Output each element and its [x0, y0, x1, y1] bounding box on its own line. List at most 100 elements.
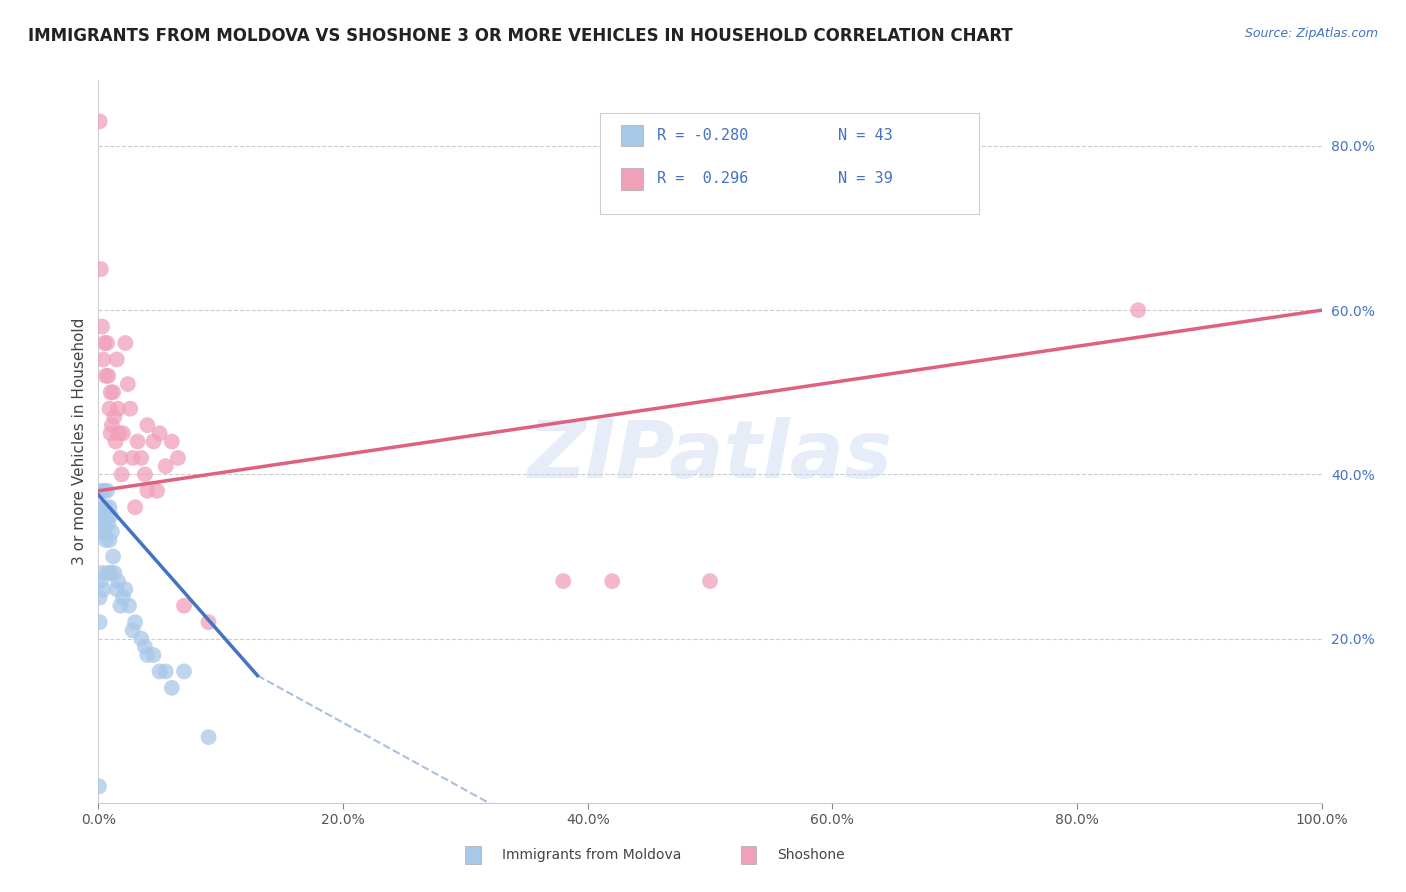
Point [136, 483, 159, 498]
Point [197, 615, 219, 630]
Text: ZIPatlas: ZIPatlas [527, 417, 893, 495]
Point [108, 426, 131, 441]
Point [91, 500, 114, 515]
FancyBboxPatch shape [620, 168, 643, 190]
Point [94, 500, 117, 515]
Point [90, 483, 112, 498]
Point [111, 426, 134, 441]
Point [111, 591, 134, 605]
Point [120, 401, 142, 416]
Point [114, 336, 136, 351]
Text: N = 43: N = 43 [838, 128, 893, 143]
Point [155, 459, 177, 474]
Point [124, 500, 146, 515]
Point [136, 648, 159, 662]
Point [155, 665, 177, 679]
Point [600, 574, 623, 588]
Point [129, 450, 152, 465]
Point [146, 483, 169, 498]
Point [89, 114, 111, 128]
Point [105, 582, 128, 597]
Point [699, 574, 721, 588]
Point [90, 574, 112, 588]
Point [110, 450, 132, 465]
Point [97, 368, 120, 383]
Point [134, 467, 156, 482]
Point [97, 516, 120, 531]
Point [160, 434, 183, 449]
Point [96, 508, 118, 523]
Point [173, 665, 195, 679]
Point [104, 434, 127, 449]
Point [94, 533, 117, 547]
Y-axis label: 3 or more Vehicles in Household: 3 or more Vehicles in Household [72, 318, 87, 566]
Point [1128, 303, 1150, 318]
Point [553, 574, 575, 588]
FancyBboxPatch shape [741, 847, 756, 864]
Point [111, 467, 134, 482]
Point [103, 409, 125, 424]
Point [96, 336, 118, 351]
Point [96, 483, 118, 498]
Point [93, 336, 115, 351]
Text: R =  0.296: R = 0.296 [658, 171, 748, 186]
Text: Immigrants from Moldova: Immigrants from Moldova [502, 847, 682, 862]
Point [197, 730, 219, 744]
Point [93, 524, 115, 539]
Point [103, 566, 125, 580]
Text: Source: ZipAtlas.com: Source: ZipAtlas.com [1244, 27, 1378, 40]
Point [149, 426, 172, 441]
Point [87, 780, 110, 794]
Point [100, 566, 122, 580]
Text: N = 39: N = 39 [838, 171, 893, 186]
Point [101, 524, 124, 539]
Point [160, 681, 183, 695]
Point [100, 426, 122, 441]
Point [105, 352, 128, 367]
Point [142, 434, 165, 449]
Point [167, 450, 190, 465]
Point [90, 524, 112, 539]
Point [124, 615, 146, 630]
Point [101, 418, 124, 433]
Point [91, 566, 114, 580]
Text: IMMIGRANTS FROM MOLDOVA VS SHOSHONE 3 OR MORE VEHICLES IN HOUSEHOLD CORRELATION : IMMIGRANTS FROM MOLDOVA VS SHOSHONE 3 OR… [28, 27, 1012, 45]
Point [90, 262, 112, 277]
Point [91, 319, 114, 334]
Point [98, 533, 121, 547]
Point [127, 434, 149, 449]
Point [117, 377, 139, 392]
Point [134, 640, 156, 654]
FancyBboxPatch shape [620, 125, 643, 146]
Point [98, 500, 121, 515]
Point [121, 624, 143, 638]
Point [94, 368, 117, 383]
Point [89, 591, 111, 605]
Point [110, 599, 132, 613]
Point [107, 401, 129, 416]
Point [100, 385, 122, 400]
Point [118, 599, 141, 613]
FancyBboxPatch shape [600, 112, 979, 214]
Point [91, 352, 114, 367]
Point [101, 549, 124, 564]
Text: R = -0.280: R = -0.280 [658, 128, 748, 143]
Point [98, 401, 121, 416]
Point [97, 566, 120, 580]
Point [91, 582, 114, 597]
Point [89, 508, 111, 523]
Point [121, 450, 143, 465]
Point [91, 516, 114, 531]
Point [149, 665, 172, 679]
Point [101, 385, 124, 400]
Point [93, 483, 115, 498]
FancyBboxPatch shape [465, 847, 481, 864]
Point [173, 599, 195, 613]
Point [114, 582, 136, 597]
Text: Shoshone: Shoshone [778, 847, 845, 862]
Point [129, 632, 152, 646]
Point [100, 508, 122, 523]
Point [142, 648, 165, 662]
Point [107, 574, 129, 588]
Point [89, 615, 111, 630]
